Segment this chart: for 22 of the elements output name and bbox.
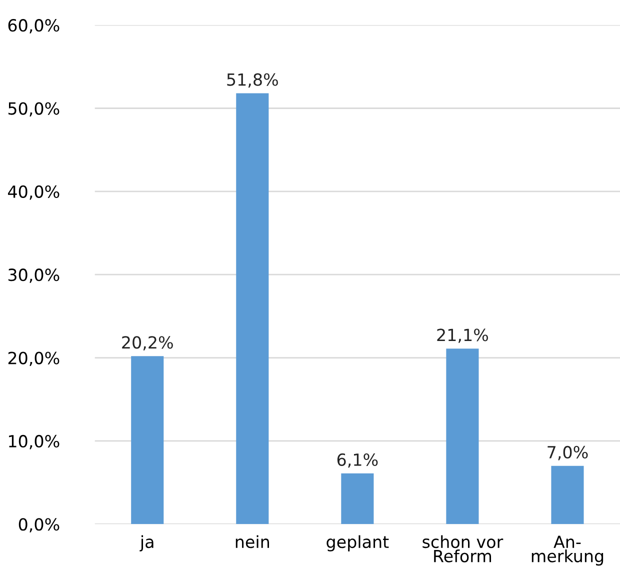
- y-tick-label: 20,0%: [8, 352, 60, 366]
- y-tick-label: 50,0%: [8, 102, 60, 117]
- y-tick-label: 10,0%: [9, 434, 60, 450]
- x-tick-label: schon vor Reform: [422, 535, 504, 562]
- y-tick-label: 40,0%: [8, 185, 60, 200]
- data-label: 6,1%: [337, 453, 378, 468]
- data-label: 21,1%: [437, 328, 488, 343]
- bar: [551, 466, 584, 524]
- y-tick-label: 30,0%: [8, 268, 60, 283]
- x-tick-label: An- merkung: [532, 536, 604, 566]
- data-label: 20,2%: [122, 336, 173, 350]
- x-tick-label: geplant: [326, 535, 389, 552]
- data-label: 51,8%: [227, 73, 278, 88]
- bar: [446, 348, 479, 524]
- x-tick-label: ja: [140, 535, 154, 552]
- data-label: 7,0%: [548, 446, 588, 460]
- bar: [341, 473, 374, 524]
- bar: [236, 93, 269, 524]
- bar: [131, 356, 164, 524]
- x-tick-label: nein: [236, 535, 269, 548]
- y-tick-label: 0,0%: [18, 518, 60, 532]
- y-tick-label: 60,0%: [8, 19, 60, 34]
